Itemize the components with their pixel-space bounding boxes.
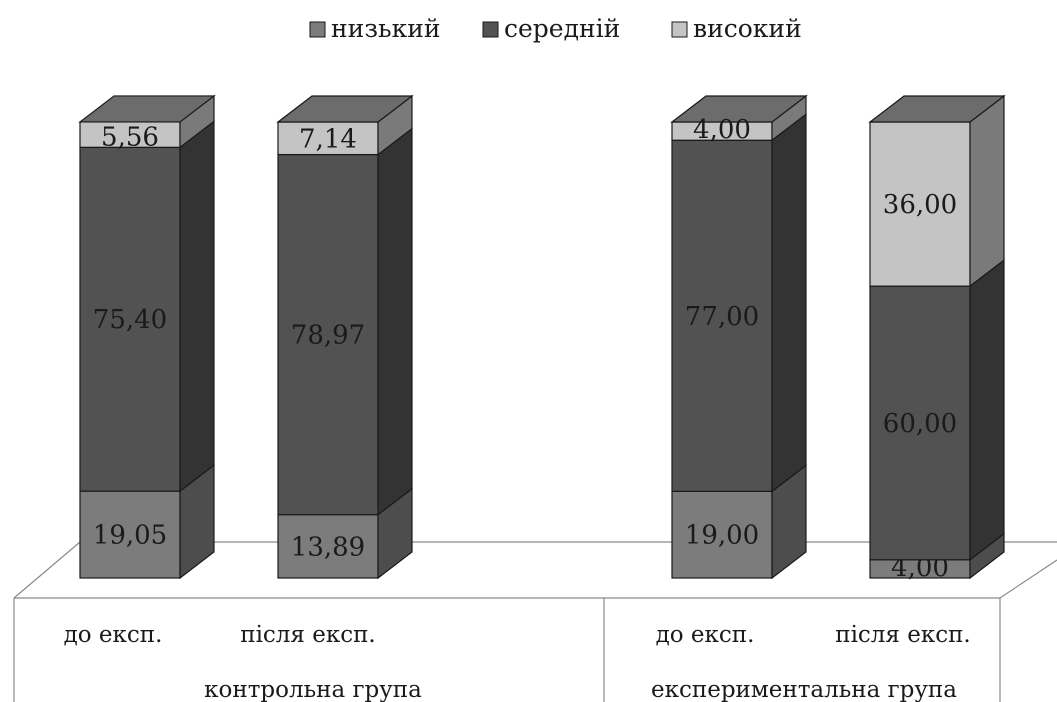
legend-item-середній: середній <box>482 14 620 43</box>
legend-swatch <box>309 21 326 38</box>
bar-stack: 19,05 75,40 5,56 <box>78 94 216 580</box>
bar-segment-високий: 5,56 <box>78 94 216 152</box>
bar-stack: 4,00 60,00 36,00 <box>868 94 1006 583</box>
data-label: 19,00 <box>685 521 759 551</box>
bar-front-face <box>79 490 181 579</box>
bar-segment-низький: 4,00 <box>869 532 1005 583</box>
bar-stack: 13,89 78,97 7,14 <box>276 94 414 580</box>
data-label: 7,14 <box>299 124 357 154</box>
legend-label: середній <box>504 14 620 43</box>
bar-segment-низький: 13,89 <box>277 487 413 580</box>
bar-segment-високий: 36,00 <box>868 94 1006 288</box>
group-label: експериментальна група <box>651 677 957 702</box>
bar-segment-середній: 77,00 <box>671 113 807 493</box>
category-axis: до експ. після експ. до експ. після експ. ко… <box>13 598 1001 702</box>
legend-swatch <box>671 21 688 38</box>
category-label: після експ. <box>240 622 376 648</box>
bar-segment-середній: 78,97 <box>277 127 413 516</box>
bar-front-face <box>671 490 773 579</box>
legend: низький середній високий <box>309 14 802 43</box>
bar-top-face <box>276 95 414 123</box>
data-label: 60,00 <box>883 409 957 439</box>
data-label: 19,05 <box>93 521 167 551</box>
bar-segment-середній: 60,00 <box>869 258 1005 561</box>
legend-item-низький: низький <box>309 14 441 43</box>
bar-front-face <box>277 153 379 516</box>
data-label: 13,89 <box>291 532 365 562</box>
group-label: контрольна група <box>204 677 422 702</box>
floor-right-edge <box>999 559 1057 599</box>
bar-top-face <box>868 95 1006 123</box>
bar-segment-низький: 19,00 <box>671 464 807 580</box>
legend-label: високий <box>693 14 802 43</box>
bar-front-face <box>671 139 773 492</box>
bar-segment-високий: 4,00 <box>670 94 808 145</box>
data-label: 36,00 <box>883 190 957 220</box>
category-label: до експ. <box>656 622 755 648</box>
bar-side-face <box>969 258 1005 561</box>
bar-side-face <box>771 113 807 493</box>
bars: 19,05 75,40 5,56 13,89 78,97 7,14 19,00 77,00 4,… <box>78 94 1006 583</box>
bar-side-face <box>969 94 1005 288</box>
data-label: 4,00 <box>693 115 751 145</box>
data-label: 75,40 <box>93 305 167 335</box>
bar-side-face <box>179 120 215 493</box>
category-label: до експ. <box>64 622 163 648</box>
legend-swatch <box>482 21 499 38</box>
bar-front-face <box>79 121 181 148</box>
category-label: після експ. <box>835 622 971 648</box>
legend-label: низький <box>331 14 441 43</box>
bar-segment-низький: 19,05 <box>79 463 215 580</box>
bar-side-face <box>377 127 413 516</box>
data-label: 77,00 <box>685 302 759 332</box>
bar-front-face <box>277 514 379 579</box>
bar-segment-середній: 75,40 <box>79 120 215 493</box>
bar-front-face <box>277 121 379 156</box>
bar-top-face <box>670 95 808 123</box>
data-label: 78,97 <box>291 321 365 351</box>
bar-top-face <box>78 95 216 123</box>
bar-stack: 19,00 77,00 4,00 <box>670 94 808 580</box>
bar-segment-високий: 7,14 <box>276 94 414 156</box>
bar-front-face <box>79 146 181 492</box>
data-label: 5,56 <box>101 122 159 152</box>
bar-front-face <box>869 121 971 287</box>
bar-front-face <box>869 285 971 561</box>
legend-item-високий: високий <box>671 14 802 43</box>
